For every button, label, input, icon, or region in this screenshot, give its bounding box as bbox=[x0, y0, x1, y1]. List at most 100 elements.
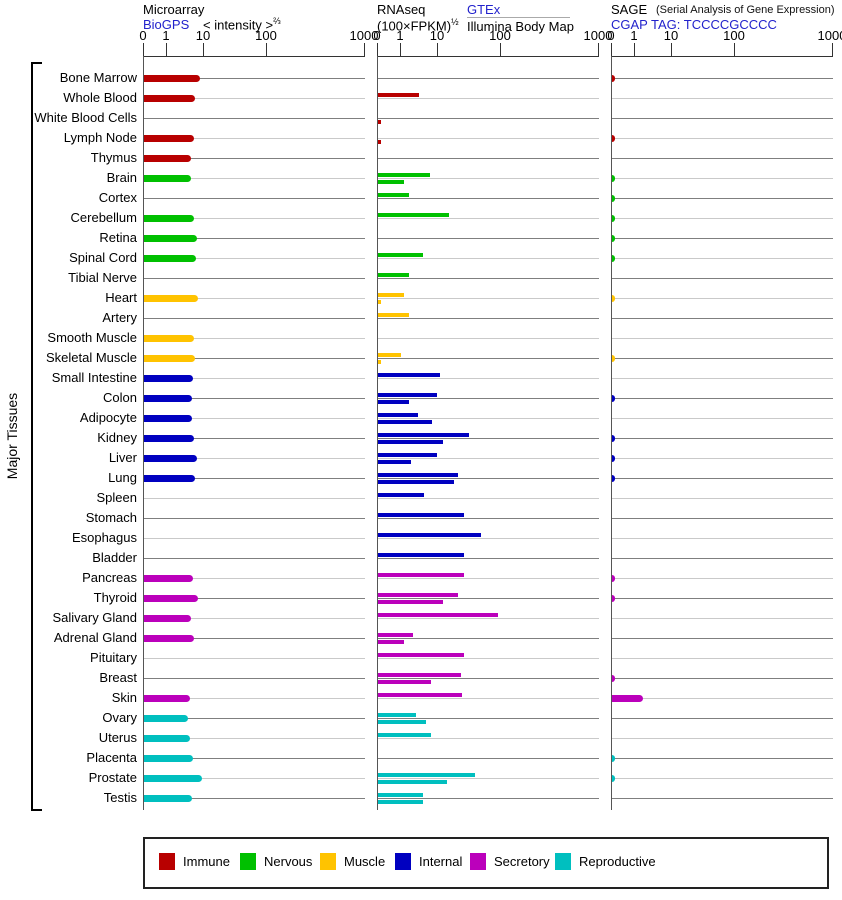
x-axis-tick bbox=[143, 43, 144, 56]
rnaseq-gtex-bar bbox=[378, 213, 450, 217]
rnaseq-gtex-bar bbox=[378, 733, 432, 737]
rnaseq-illumina-bar bbox=[378, 460, 412, 464]
sage-bar bbox=[612, 435, 615, 442]
sage-bar bbox=[612, 295, 615, 302]
x-axis-tick-label: 0 bbox=[139, 28, 147, 43]
legend-label-muscle: Muscle bbox=[344, 854, 386, 869]
tissue-label: Retina bbox=[99, 230, 137, 245]
row-line bbox=[378, 558, 599, 559]
row-line bbox=[144, 478, 365, 479]
biogps-link[interactable]: BioGPS bbox=[143, 17, 190, 32]
microarray-bar bbox=[144, 635, 195, 642]
row-line bbox=[144, 778, 365, 779]
row-line bbox=[612, 638, 833, 639]
x-axis-tick-label: 1 bbox=[396, 28, 404, 43]
row-line bbox=[378, 398, 599, 399]
rnaseq-exponent: ½ bbox=[451, 17, 459, 27]
row-line bbox=[378, 318, 599, 319]
row-line bbox=[612, 378, 833, 379]
row-line bbox=[144, 258, 365, 259]
row-line bbox=[378, 538, 599, 539]
row-line bbox=[612, 618, 833, 619]
tissue-label: Liver bbox=[108, 450, 137, 465]
sage-bar bbox=[612, 75, 615, 82]
x-axis-tick bbox=[734, 43, 735, 56]
row-line bbox=[378, 478, 599, 479]
row-line bbox=[144, 218, 365, 219]
cgap-link[interactable]: CGAP bbox=[611, 17, 648, 32]
x-axis-tick bbox=[611, 43, 612, 56]
panel-axis-line bbox=[377, 56, 378, 810]
microarray-bar bbox=[144, 735, 191, 742]
row-line bbox=[144, 298, 365, 299]
row-line bbox=[378, 778, 599, 779]
rnaseq-illumina-bar bbox=[378, 680, 432, 684]
row-line bbox=[144, 538, 365, 539]
x-axis-tick-label: 1 bbox=[162, 28, 170, 43]
row-line bbox=[144, 558, 365, 559]
illumina-body-map-label: Illumina Body Map bbox=[467, 19, 574, 34]
sage-title: SAGE bbox=[611, 2, 648, 17]
row-line bbox=[144, 598, 365, 599]
rnaseq-gtex-bar bbox=[378, 533, 481, 537]
row-line bbox=[612, 118, 833, 119]
tissue-label: Pituitary bbox=[90, 650, 137, 665]
microarray-bar bbox=[144, 395, 192, 402]
row-line bbox=[144, 638, 365, 639]
tissue-label: Brain bbox=[106, 170, 137, 185]
sage-bar bbox=[612, 255, 615, 262]
tissue-label: Skeletal Muscle bbox=[45, 350, 137, 365]
row-line bbox=[612, 78, 833, 79]
row-line bbox=[378, 658, 599, 659]
row-line bbox=[378, 458, 599, 459]
row-line bbox=[378, 758, 599, 759]
x-axis-tick bbox=[832, 43, 833, 56]
row-line bbox=[612, 398, 833, 399]
row-line bbox=[144, 398, 365, 399]
row-line bbox=[144, 338, 365, 339]
row-line bbox=[612, 438, 833, 439]
row-line bbox=[612, 298, 833, 299]
tissues-bracket-top-arm bbox=[31, 62, 42, 64]
rnaseq-gtex-bar bbox=[378, 713, 416, 717]
row-line bbox=[612, 578, 833, 579]
rnaseq-illumina-bar bbox=[378, 640, 404, 644]
x-axis-tick-label: 100 bbox=[723, 28, 745, 43]
rnaseq-gtex-bar bbox=[378, 573, 465, 577]
row-line bbox=[378, 798, 599, 799]
x-axis-tick-label: 1 bbox=[630, 28, 638, 43]
tissue-label: Tibial Nerve bbox=[68, 270, 137, 285]
row-line bbox=[144, 658, 365, 659]
rnaseq-gtex-bar bbox=[378, 653, 465, 657]
row-line bbox=[378, 198, 599, 199]
rnaseq-gtex-bar bbox=[378, 553, 465, 557]
tissue-label: Ovary bbox=[102, 710, 137, 725]
microarray-exponent: ⅔ bbox=[273, 16, 281, 26]
microarray-bar bbox=[144, 715, 189, 722]
rnaseq-title: RNAseq bbox=[377, 2, 426, 17]
row-line bbox=[612, 678, 833, 679]
tissue-label: Artery bbox=[102, 310, 137, 325]
row-line bbox=[612, 358, 833, 359]
microarray-title: Microarray bbox=[143, 2, 205, 17]
row-line bbox=[378, 498, 599, 499]
row-line bbox=[378, 138, 599, 139]
tissue-label: Bone Marrow bbox=[59, 70, 137, 85]
sage-bar bbox=[612, 135, 615, 142]
tissue-label: Small Intestine bbox=[51, 370, 137, 385]
microarray-bar bbox=[144, 755, 193, 762]
tissue-label: Adipocyte bbox=[79, 410, 137, 425]
row-line bbox=[378, 518, 599, 519]
rnaseq-illumina-bar bbox=[378, 400, 409, 404]
rnaseq-illumina-bar bbox=[378, 180, 404, 184]
row-line bbox=[612, 178, 833, 179]
sage-bar bbox=[612, 355, 615, 362]
x-axis-tick bbox=[671, 43, 672, 56]
rnaseq-gtex-bar bbox=[378, 293, 404, 297]
row-line bbox=[612, 758, 833, 759]
gtex-link[interactable]: GTEx bbox=[467, 2, 501, 17]
plot-area: 011010010000110100100001101001000Bone Ma… bbox=[34, 28, 842, 810]
rnaseq-illumina-bar bbox=[378, 480, 455, 484]
legend-label-nervous: Nervous bbox=[264, 854, 313, 869]
